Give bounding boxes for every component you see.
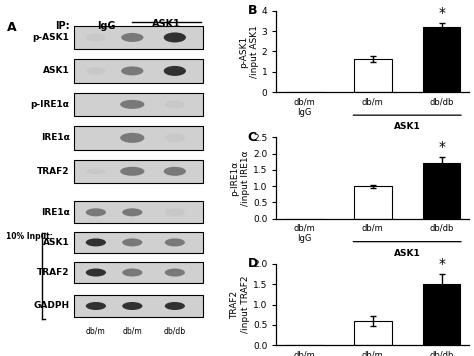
Text: p-IRE1α: p-IRE1α xyxy=(30,100,70,109)
Ellipse shape xyxy=(164,208,185,216)
Bar xyxy=(354,186,392,219)
Text: A: A xyxy=(7,21,17,34)
Bar xyxy=(423,27,461,92)
Ellipse shape xyxy=(86,302,106,310)
Text: GADPH: GADPH xyxy=(33,302,70,310)
Bar xyxy=(423,163,461,219)
Text: ASK1: ASK1 xyxy=(43,67,70,75)
Ellipse shape xyxy=(122,302,142,310)
Ellipse shape xyxy=(164,239,185,246)
Ellipse shape xyxy=(86,33,106,41)
Ellipse shape xyxy=(120,100,145,109)
Ellipse shape xyxy=(121,67,144,75)
Text: db/m: db/m xyxy=(122,327,142,336)
Text: *: * xyxy=(438,140,445,153)
Text: *: * xyxy=(438,6,445,20)
FancyBboxPatch shape xyxy=(73,59,203,83)
FancyBboxPatch shape xyxy=(73,262,203,283)
Ellipse shape xyxy=(164,100,185,108)
FancyBboxPatch shape xyxy=(73,295,203,317)
Text: IgG: IgG xyxy=(97,21,115,31)
Ellipse shape xyxy=(86,239,106,246)
Text: 10% Input:: 10% Input: xyxy=(6,231,53,241)
FancyBboxPatch shape xyxy=(73,93,203,116)
Y-axis label: TRAF2
/input TRAF2: TRAF2 /input TRAF2 xyxy=(230,276,250,333)
FancyBboxPatch shape xyxy=(73,231,203,253)
Text: ASK1: ASK1 xyxy=(394,122,420,131)
Ellipse shape xyxy=(164,32,186,42)
Y-axis label: p-IRE1α
/input IRE1α: p-IRE1α /input IRE1α xyxy=(230,150,250,206)
Text: TRAF2: TRAF2 xyxy=(37,167,70,176)
FancyBboxPatch shape xyxy=(73,201,203,223)
Text: TRAF2: TRAF2 xyxy=(37,268,70,277)
Ellipse shape xyxy=(122,239,142,246)
Bar xyxy=(354,321,392,345)
Text: IRE1α: IRE1α xyxy=(41,134,70,142)
Ellipse shape xyxy=(120,167,145,176)
Text: *: * xyxy=(438,257,445,271)
Ellipse shape xyxy=(121,33,144,42)
Text: db/m: db/m xyxy=(86,327,106,336)
Text: ASK1: ASK1 xyxy=(152,19,181,29)
Text: db/db: db/db xyxy=(164,327,186,336)
Text: IP:: IP: xyxy=(55,21,70,31)
Ellipse shape xyxy=(122,268,142,277)
Ellipse shape xyxy=(86,208,106,216)
Ellipse shape xyxy=(86,135,106,141)
Text: IRE1α: IRE1α xyxy=(41,208,70,217)
Ellipse shape xyxy=(86,67,106,75)
Ellipse shape xyxy=(86,168,106,174)
Ellipse shape xyxy=(164,302,185,310)
Ellipse shape xyxy=(120,133,145,143)
Ellipse shape xyxy=(86,268,106,277)
FancyBboxPatch shape xyxy=(73,159,203,183)
Text: B: B xyxy=(247,4,257,17)
FancyBboxPatch shape xyxy=(73,26,203,49)
Text: p-ASK1: p-ASK1 xyxy=(33,33,70,42)
Bar xyxy=(423,284,461,345)
Y-axis label: p-ASK1
/input ASK1: p-ASK1 /input ASK1 xyxy=(239,25,259,78)
Text: ASK1: ASK1 xyxy=(394,249,420,258)
Ellipse shape xyxy=(164,134,185,142)
Text: ASK1: ASK1 xyxy=(43,238,70,247)
Ellipse shape xyxy=(122,208,142,216)
Bar xyxy=(354,59,392,92)
Ellipse shape xyxy=(86,101,106,108)
Ellipse shape xyxy=(164,66,186,76)
Text: D: D xyxy=(247,257,258,270)
Ellipse shape xyxy=(164,268,185,277)
Text: C: C xyxy=(247,131,256,144)
FancyBboxPatch shape xyxy=(73,126,203,150)
Ellipse shape xyxy=(164,167,186,176)
